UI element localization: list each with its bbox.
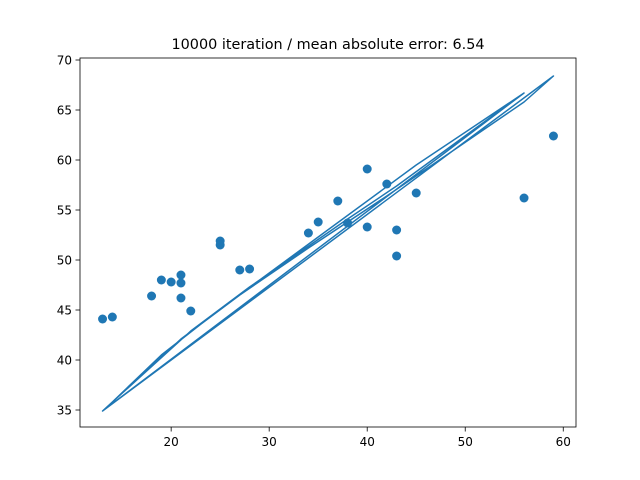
scatter-point xyxy=(176,278,186,288)
scatter-point xyxy=(215,240,225,250)
y-tick-label: 50 xyxy=(57,254,72,268)
scatter-point xyxy=(98,314,108,324)
scatter-point xyxy=(245,264,255,274)
scatter-point xyxy=(392,225,402,235)
scatter-point xyxy=(107,312,117,322)
scatter-point xyxy=(156,275,166,285)
series-line xyxy=(101,75,555,412)
scatter-point xyxy=(176,293,186,303)
scatter-point xyxy=(166,277,176,287)
scatter-point xyxy=(147,291,157,301)
y-tick-label: 55 xyxy=(57,204,72,218)
y-tick-label: 70 xyxy=(57,54,72,68)
y-tick-label: 45 xyxy=(57,304,72,318)
scatter-point xyxy=(235,265,245,275)
y-tick-label: 40 xyxy=(57,354,72,368)
x-tick-label: 40 xyxy=(360,435,375,449)
y-tick-label: 60 xyxy=(57,154,72,168)
scatter-point xyxy=(382,179,392,189)
x-tick-label: 30 xyxy=(262,435,277,449)
scatter-point xyxy=(548,131,558,141)
scatter-point xyxy=(186,306,196,316)
scatter-point xyxy=(362,164,372,174)
x-tick-label: 50 xyxy=(458,435,473,449)
scatter-point xyxy=(176,270,186,280)
scatter-point xyxy=(303,228,313,238)
x-tick-label: 60 xyxy=(556,435,571,449)
chart-title: 10000 iteration / mean absolute error: 6… xyxy=(171,37,484,53)
scatter-point xyxy=(333,196,343,206)
x-tick-label: 20 xyxy=(164,435,179,449)
scatter-point xyxy=(313,217,323,227)
scatter-point xyxy=(411,188,421,198)
axes-frame xyxy=(79,57,577,428)
y-tick-label: 35 xyxy=(57,404,72,418)
y-tick-label: 65 xyxy=(57,104,72,118)
scatter-point xyxy=(362,222,372,232)
scatter-point xyxy=(392,251,402,261)
scatter-point xyxy=(343,218,353,228)
plot-area: 20 30 40 50 60 35 40 45 50 55 60 65 70 xyxy=(57,54,577,449)
scatter-point xyxy=(519,193,529,203)
